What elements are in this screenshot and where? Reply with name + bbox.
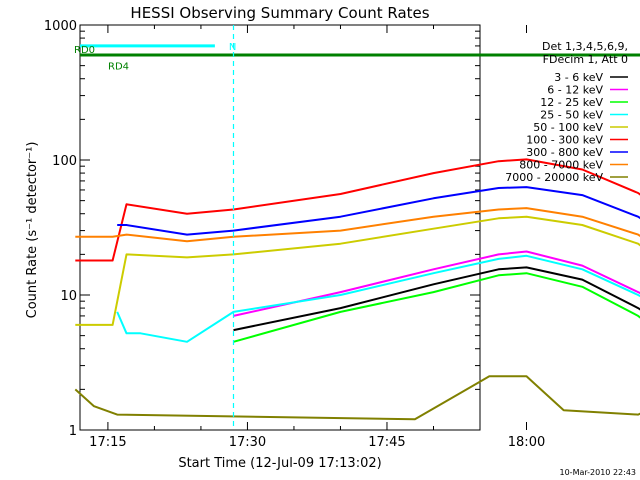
series-line-100-300-kev	[75, 158, 640, 262]
x-axis-label: Start Time (12-Jul-09 17:13:02)	[178, 456, 381, 471]
footer-date: 10-Mar-2010 22:43	[560, 468, 637, 477]
legend-label: 12 - 25 keV	[540, 96, 603, 109]
flag-label-n: N	[229, 42, 236, 53]
x-tick-label: 18:00	[508, 435, 545, 450]
x-tick-label: 17:30	[229, 435, 266, 450]
y-axis-label: Count Rate (s⁻¹ detector⁻¹)	[25, 142, 40, 319]
legend-label: 100 - 300 keV	[526, 134, 603, 147]
chart-title: HESSI Observing Summary Count Rates	[130, 4, 429, 22]
legend-label: 3 - 6 keV	[554, 71, 603, 84]
y-axis-label-group: Count Rate (s⁻¹ detector⁻¹)	[25, 142, 40, 319]
legend-header-line-1: Det 1,3,4,5,6,9,	[542, 40, 628, 53]
series-line-3-6-kev	[233, 266, 640, 332]
plot-area-frame	[79, 24, 481, 431]
legend-label: 300 - 800 keV	[526, 146, 603, 159]
series-line-50-100-kev	[75, 215, 640, 326]
x-tick-label: 17:15	[89, 435, 126, 450]
y-tick-label: 100	[52, 154, 77, 169]
legend-label: 800 - 7000 keV	[519, 159, 603, 172]
flags-layer: NSRD0RD4	[74, 25, 640, 430]
series-line-300-800-kev	[117, 186, 640, 236]
y-tick-label: 10	[60, 289, 77, 304]
axis-ticks: 17:1517:3017:4518:0018:1518:3018:4511010…	[44, 19, 545, 450]
x-tick-label: 17:45	[368, 435, 405, 450]
series-line-800-7000-kev	[75, 207, 640, 243]
legend-label: 50 - 100 keV	[533, 121, 603, 134]
flag-label-rd0: RD0	[74, 45, 95, 56]
legend-label: 6 - 12 keV	[547, 84, 603, 97]
flag-label-rd4: RD4	[108, 62, 129, 73]
legend: Det 1,3,4,5,6,9, FDecim 1, Att 0 3 - 6 k…	[505, 40, 628, 184]
legend-label: 25 - 50 keV	[540, 109, 603, 122]
y-tick-label: 1000	[44, 19, 77, 34]
legend-header-line-2: FDecim 1, Att 0	[543, 53, 628, 66]
legend-label: 7000 - 20000 keV	[505, 171, 603, 184]
series-line-25-50-kev	[116, 254, 640, 343]
series-layer	[74, 158, 640, 421]
series-line-6-12-kev	[233, 250, 640, 317]
series-line-12-25-kev	[233, 272, 640, 343]
series-line-7000-20000-kev	[74, 375, 640, 421]
y-tick-label: 1	[69, 424, 77, 439]
